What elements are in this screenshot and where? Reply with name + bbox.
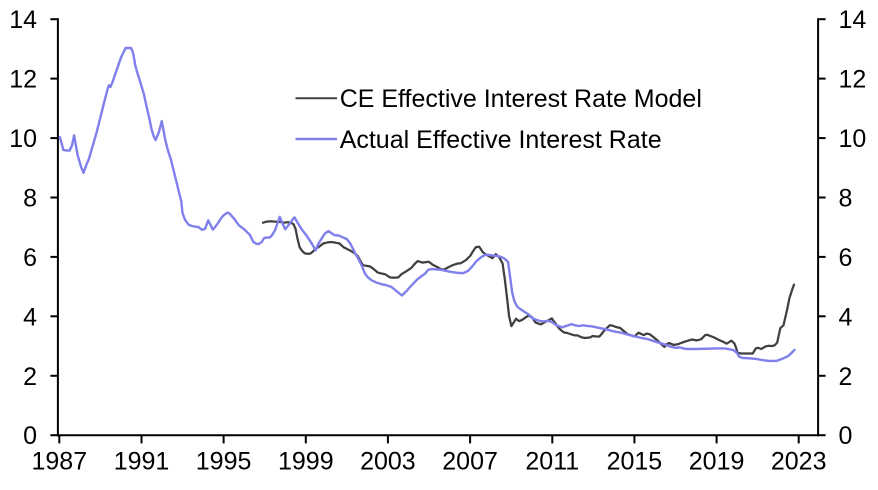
svg-text:4: 4 bbox=[839, 303, 853, 331]
svg-text:CE Effective Interest Rate Mod: CE Effective Interest Rate Model bbox=[340, 85, 702, 113]
svg-text:1991: 1991 bbox=[114, 448, 170, 476]
svg-text:2003: 2003 bbox=[360, 448, 416, 476]
svg-text:1987: 1987 bbox=[31, 448, 87, 476]
svg-text:1999: 1999 bbox=[278, 448, 334, 476]
svg-text:14: 14 bbox=[9, 6, 37, 34]
svg-text:2007: 2007 bbox=[442, 448, 498, 476]
svg-text:2: 2 bbox=[839, 363, 853, 391]
svg-text:10: 10 bbox=[839, 125, 867, 153]
svg-text:10: 10 bbox=[9, 125, 37, 153]
svg-text:4: 4 bbox=[23, 303, 37, 331]
svg-text:12: 12 bbox=[839, 66, 867, 94]
svg-text:2011: 2011 bbox=[525, 448, 579, 476]
svg-text:12: 12 bbox=[9, 66, 37, 94]
svg-text:1995: 1995 bbox=[196, 448, 252, 476]
svg-text:2019: 2019 bbox=[689, 448, 745, 476]
svg-text:2: 2 bbox=[23, 363, 37, 391]
svg-text:8: 8 bbox=[839, 185, 853, 213]
svg-text:0: 0 bbox=[839, 422, 853, 450]
svg-text:Actual Effective Interest Rate: Actual Effective Interest Rate bbox=[340, 126, 662, 154]
svg-text:8: 8 bbox=[23, 185, 37, 213]
svg-text:2023: 2023 bbox=[771, 448, 827, 476]
svg-text:6: 6 bbox=[23, 244, 37, 272]
svg-text:0: 0 bbox=[23, 422, 37, 450]
svg-text:14: 14 bbox=[839, 6, 867, 34]
svg-text:6: 6 bbox=[839, 244, 853, 272]
svg-text:2015: 2015 bbox=[607, 448, 663, 476]
